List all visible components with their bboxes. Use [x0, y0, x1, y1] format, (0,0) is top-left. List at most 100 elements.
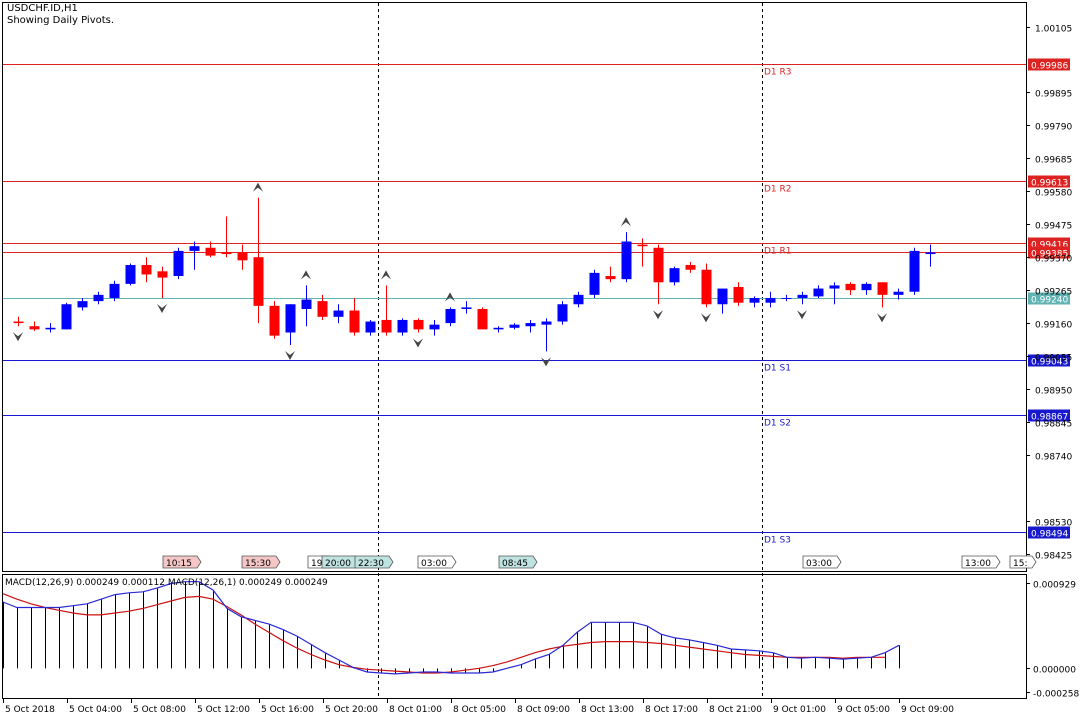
fractal-down-arrow: [285, 351, 295, 361]
price-tick-label: 0.98425: [1035, 552, 1072, 562]
candle-body: [237, 252, 248, 261]
candle-body: [109, 283, 120, 298]
macd-layer: 0.000929 0.000000 -0.000258: [2, 581, 1079, 700]
time-tick-label: 8 Oct 09:00: [517, 705, 570, 715]
session-tag: [961, 555, 1001, 569]
time-tick-label: 5 Oct 08:00: [133, 705, 186, 715]
session-tag: [417, 555, 457, 569]
candle-body: [221, 252, 232, 255]
chart-symbol: USDCHF.ID,H1: [7, 3, 78, 14]
fractal-down-arrow: [13, 332, 23, 342]
time-tick-label: 9 Oct 09:00: [901, 705, 954, 715]
macd-tick-label: 0.000929: [1033, 581, 1076, 591]
macd-label: MACD(12,26,9) 0.000249 0.000112 MACD(12,…: [5, 578, 328, 588]
candle-body: [93, 294, 104, 302]
time-tick-label: 8 Oct 01:00: [389, 705, 442, 715]
candle-body: [717, 288, 728, 305]
candle-body: [701, 269, 712, 305]
chart-subtitle: Showing Daily Pivots.: [7, 15, 115, 26]
pivot-price-tag: 0.99416: [1031, 241, 1068, 251]
session-tag: [802, 555, 842, 569]
price-tick-label: 0.99055: [1035, 354, 1072, 364]
pivot-price-tag: 0.98867: [1031, 413, 1068, 423]
candle-body: [173, 250, 184, 277]
fractal-down-arrow: [541, 357, 551, 367]
time-axis: 5 Oct 2018 5 Oct 04:00 5 Oct 08:00 5 Oct 12…: [3, 698, 954, 715]
fractal-up-arrow: [381, 270, 391, 280]
candle-body: [845, 283, 856, 291]
pivot-price-tag-bg: [1028, 526, 1070, 539]
candle-body: [269, 305, 280, 336]
price-tick-label: 0.99895: [1035, 90, 1072, 100]
price-tick-label: 0.99580: [1035, 189, 1072, 199]
macd-signal-line: [2, 593, 885, 674]
fractal-up-arrow: [621, 217, 631, 227]
candle-body: [573, 294, 584, 305]
fractal-down-arrow: [797, 310, 807, 320]
candle-body: [749, 297, 760, 303]
macd-tick-label: -0.000258: [1033, 690, 1079, 700]
candle-body: [461, 307, 472, 309]
candle-body: [925, 252, 936, 255]
macd-tick-label: 0.000000: [1033, 666, 1076, 676]
candle-body: [669, 268, 680, 283]
macd-pane-frame: [2, 574, 1027, 699]
pivot-price-tag-bg: [1028, 58, 1070, 71]
session-tag-label: 03:00: [806, 559, 832, 569]
candle-body: [861, 283, 872, 291]
candle-body: [637, 244, 648, 247]
session-tag-label: 10:15: [166, 559, 192, 569]
candle-body: [413, 319, 424, 330]
session-tag: [162, 555, 202, 569]
candle-body: [29, 326, 40, 330]
time-tick-label: 9 Oct 05:00: [837, 705, 890, 715]
pivot-price-tag: 0.99385: [1031, 250, 1068, 260]
candle-body: [685, 265, 696, 270]
pivot-price-tag: 0.98494: [1031, 530, 1068, 540]
time-tick-label: 5 Oct 20:00: [325, 705, 378, 715]
candle-body: [349, 310, 360, 333]
candle-body: [77, 301, 88, 308]
pivot-lines-layer: D1 R3 D1 R2 D1 R1 D1 S1 D1 S2 D1 S3: [3, 64, 1026, 546]
pivot-price-tag: 0.99986: [1031, 62, 1068, 72]
pivot-label: D1 S1: [764, 364, 791, 374]
session-tag-label: 03:00: [421, 559, 447, 569]
candle-body: [733, 287, 744, 303]
candle-body: [813, 288, 824, 297]
price-tick-label: 0.98530: [1035, 519, 1072, 529]
session-tag-label: 15:30: [245, 559, 271, 569]
candle-body: [509, 324, 520, 328]
candle-body: [589, 272, 600, 295]
price-tick-label: 0.99160: [1035, 321, 1072, 331]
time-tick-label: 8 Oct 21:00: [709, 705, 762, 715]
pivot-price-tag: 0.99240: [1031, 296, 1068, 306]
candle-body: [301, 299, 312, 309]
fractal-up-arrow: [253, 182, 263, 192]
candle-body: [829, 285, 840, 289]
candle-body: [381, 319, 392, 333]
fractal-up-arrow: [301, 270, 311, 280]
price-pane-frame: [2, 2, 1027, 572]
fractal-down-arrow: [157, 303, 167, 313]
candle-body: [525, 323, 536, 327]
pivot-label: D1 R2: [764, 185, 792, 195]
candle-body: [333, 310, 344, 317]
candle-body: [141, 265, 152, 275]
session-tag-label: 22:30: [358, 559, 384, 569]
grid-layer: [378, 3, 763, 698]
session-tag-label: 19:: [311, 559, 325, 569]
session-tag: [1009, 555, 1037, 569]
candle-body: [653, 247, 664, 283]
candle-body: [877, 282, 888, 295]
macd-main-line: [2, 581, 900, 675]
price-tick-label: 0.99475: [1035, 222, 1072, 232]
session-tag: [354, 555, 394, 569]
session-tag-label: 20:00: [325, 559, 351, 569]
pivot-label: D1 S3: [764, 536, 791, 546]
time-tick-label: 5 Oct 04:00: [69, 705, 122, 715]
session-tag-label: 15:: [1013, 559, 1027, 569]
price-tick-label: 0.99265: [1035, 288, 1072, 298]
candle-body: [557, 304, 568, 322]
candle-body: [397, 319, 408, 333]
